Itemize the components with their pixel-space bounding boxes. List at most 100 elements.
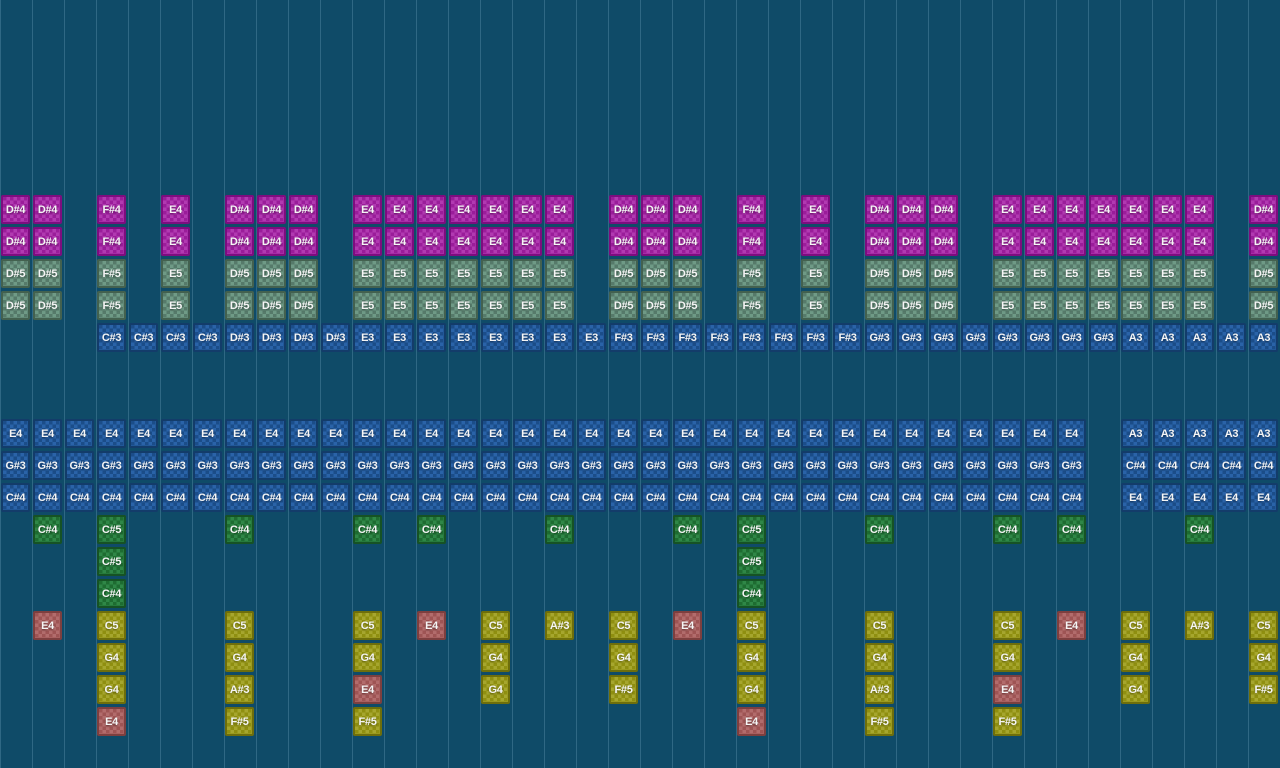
note-block[interactable]: C#4 — [65, 483, 94, 512]
note-block[interactable]: G4 — [481, 643, 510, 672]
note-block[interactable]: E4 — [161, 227, 190, 256]
note-block[interactable]: E4 — [481, 227, 510, 256]
note-block[interactable]: F#3 — [609, 323, 638, 352]
note-block[interactable]: D#4 — [257, 227, 286, 256]
note-block[interactable]: D#4 — [609, 195, 638, 224]
note-block[interactable]: G4 — [353, 643, 382, 672]
note-block[interactable]: G4 — [737, 643, 766, 672]
note-block[interactable]: A3 — [1153, 323, 1182, 352]
note-block[interactable]: E4 — [385, 227, 414, 256]
note-block[interactable]: D#4 — [673, 227, 702, 256]
note-block[interactable]: C#5 — [737, 547, 766, 576]
note-block[interactable]: D#5 — [289, 259, 318, 288]
note-block[interactable]: C#4 — [929, 483, 958, 512]
note-block[interactable]: C#5 — [97, 515, 126, 544]
note-block[interactable]: C#3 — [193, 323, 222, 352]
note-block[interactable]: E4 — [1249, 483, 1278, 512]
note-block[interactable]: C5 — [481, 611, 510, 640]
note-block[interactable]: C5 — [737, 611, 766, 640]
note-block[interactable]: F#5 — [865, 707, 894, 736]
note-block[interactable]: E5 — [417, 291, 446, 320]
note-block[interactable]: E5 — [161, 259, 190, 288]
note-block[interactable]: C#4 — [865, 515, 894, 544]
note-block[interactable]: C#4 — [161, 483, 190, 512]
note-block[interactable]: C#4 — [417, 515, 446, 544]
note-block[interactable]: E4 — [1217, 483, 1246, 512]
note-block[interactable]: D#4 — [897, 195, 926, 224]
note-block[interactable]: E5 — [1121, 291, 1150, 320]
note-block[interactable]: E4 — [161, 195, 190, 224]
note-block[interactable]: E4 — [545, 419, 574, 448]
note-block[interactable]: C#4 — [97, 483, 126, 512]
note-block[interactable]: E4 — [545, 195, 574, 224]
note-block[interactable]: D#5 — [257, 259, 286, 288]
note-block[interactable]: F#5 — [97, 259, 126, 288]
note-block[interactable]: E4 — [33, 611, 62, 640]
note-block[interactable]: E5 — [449, 291, 478, 320]
note-block[interactable]: D#4 — [673, 195, 702, 224]
note-block[interactable]: C#4 — [769, 483, 798, 512]
note-block[interactable]: D#5 — [929, 259, 958, 288]
note-block[interactable]: E4 — [449, 227, 478, 256]
note-block[interactable]: G#3 — [385, 451, 414, 480]
note-block[interactable]: E4 — [353, 195, 382, 224]
note-block[interactable]: C#4 — [577, 483, 606, 512]
note-block[interactable]: C#4 — [673, 515, 702, 544]
note-block[interactable]: E4 — [65, 419, 94, 448]
note-block[interactable]: E4 — [1185, 227, 1214, 256]
note-block[interactable]: F#3 — [705, 323, 734, 352]
note-block[interactable]: C#4 — [1185, 515, 1214, 544]
note-block[interactable]: A3 — [1121, 323, 1150, 352]
note-block[interactable]: G4 — [481, 675, 510, 704]
note-block[interactable]: E4 — [321, 419, 350, 448]
note-block[interactable]: E4 — [801, 195, 830, 224]
note-block[interactable]: A3 — [1217, 419, 1246, 448]
note-block[interactable]: E4 — [1057, 195, 1086, 224]
note-block[interactable]: E4 — [513, 227, 542, 256]
note-block[interactable]: E5 — [1025, 291, 1054, 320]
note-block[interactable]: D#5 — [289, 291, 318, 320]
note-block[interactable]: E5 — [993, 291, 1022, 320]
note-block[interactable]: C#3 — [129, 323, 158, 352]
note-block[interactable]: D#5 — [673, 259, 702, 288]
note-block[interactable]: C5 — [865, 611, 894, 640]
note-block[interactable]: E4 — [673, 419, 702, 448]
note-block[interactable]: E4 — [641, 419, 670, 448]
note-block[interactable]: C#4 — [385, 483, 414, 512]
note-block[interactable]: G#3 — [673, 451, 702, 480]
note-block[interactable]: C#4 — [1153, 451, 1182, 480]
note-block[interactable]: D#4 — [609, 227, 638, 256]
note-block[interactable]: D#5 — [865, 259, 894, 288]
note-block[interactable]: C5 — [97, 611, 126, 640]
note-block[interactable]: E4 — [1089, 227, 1118, 256]
note-block[interactable]: C#3 — [97, 323, 126, 352]
note-block[interactable]: E5 — [513, 259, 542, 288]
note-block[interactable]: F#4 — [97, 195, 126, 224]
note-block[interactable]: E4 — [1121, 195, 1150, 224]
note-block[interactable]: E4 — [769, 419, 798, 448]
note-block[interactable]: C#4 — [609, 483, 638, 512]
note-block[interactable]: F#5 — [353, 707, 382, 736]
note-block[interactable]: E4 — [417, 195, 446, 224]
note-block[interactable]: C#4 — [1025, 483, 1054, 512]
note-block[interactable]: A3 — [1185, 419, 1214, 448]
note-block[interactable]: G4 — [737, 675, 766, 704]
note-block[interactable]: E4 — [1057, 419, 1086, 448]
note-block[interactable]: E4 — [417, 419, 446, 448]
note-block[interactable]: A3 — [1185, 323, 1214, 352]
note-block[interactable]: G#3 — [225, 451, 254, 480]
note-block[interactable]: F#5 — [993, 707, 1022, 736]
note-block[interactable]: F#4 — [737, 195, 766, 224]
note-block[interactable]: G#3 — [321, 451, 350, 480]
note-block[interactable]: G#3 — [609, 451, 638, 480]
note-block[interactable]: D#4 — [33, 195, 62, 224]
note-block[interactable]: F#5 — [1249, 675, 1278, 704]
note-block[interactable]: E3 — [353, 323, 382, 352]
note-block[interactable]: C#4 — [641, 483, 670, 512]
note-block[interactable]: E5 — [385, 291, 414, 320]
note-block[interactable]: C#4 — [833, 483, 862, 512]
note-block[interactable]: C#4 — [1249, 451, 1278, 480]
note-block[interactable]: D#5 — [1249, 291, 1278, 320]
note-block[interactable]: E4 — [193, 419, 222, 448]
note-block[interactable]: D#4 — [225, 227, 254, 256]
